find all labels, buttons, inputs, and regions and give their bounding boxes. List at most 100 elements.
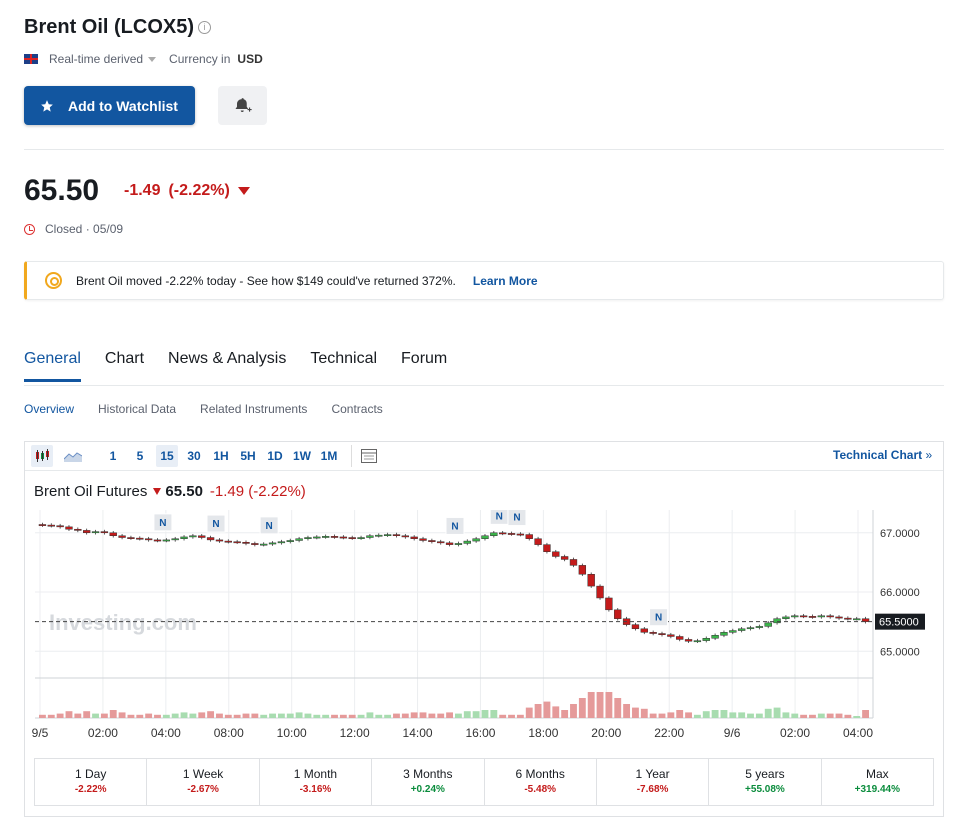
candle-body [658,633,666,635]
performance-cell[interactable]: 3 Months +0.24% [372,759,485,805]
news-marker: N [153,513,173,532]
performance-value: +319.44% [854,784,900,795]
candle-body [251,543,259,545]
volume-bar [773,707,781,718]
x-tick-label: 02:00 [88,726,118,740]
volume-bar [127,714,135,718]
interval-1m[interactable]: 1M [320,449,338,463]
toolbar-separator [351,445,352,467]
candle-body [729,630,737,633]
interval-5[interactable]: 5 [136,449,144,463]
candlestick-icon[interactable] [31,445,53,467]
volume-bar [277,713,285,718]
performance-period: 1 Month [293,767,338,781]
learn-more-link[interactable]: Learn More [472,273,538,288]
last-price-tag [875,613,925,630]
news-marker-box [507,510,527,527]
candle-body [481,535,489,539]
volume-bar [47,714,55,718]
volume-bar [516,714,524,718]
performance-cell[interactable]: 6 Months -5.48% [485,759,597,805]
candle-body [304,537,312,539]
volume-bar [83,711,91,718]
chart-title: Brent Oil Futures 65.50 -1.49 (-2.22%) [34,483,306,500]
candle-body [534,538,542,545]
candle-body [348,537,356,539]
volume-bar [224,714,232,718]
performance-cell[interactable]: 1 Week -2.67% [147,759,260,805]
candle-body [764,622,772,627]
target-icon [45,272,62,289]
tab-news-analysis[interactable]: News & Analysis [168,350,287,367]
volume-bar [614,698,622,718]
performance-cell[interactable]: Max +319.44% [822,759,933,805]
promo-banner: Brent Oil moved -2.22% today - See how $… [24,261,944,300]
x-tick-label: 9/5 [32,726,49,740]
candle-body [171,538,179,541]
subtab-overview[interactable]: Overview [24,402,75,416]
candle-body [791,615,799,618]
create-alert-button[interactable] [218,86,267,125]
technical-chart-link[interactable]: Technical Chart » [833,448,932,462]
down-arrow-icon [153,488,162,495]
candle-body [746,627,755,630]
candle-body [516,533,525,536]
candle-body [215,539,224,542]
candle-body [737,628,746,631]
candle-body [428,540,436,542]
performance-cell[interactable]: 1 Day -2.22% [35,759,148,805]
price-chart[interactable]: Investing.com 65.5000 N N N NN NN 67.000066.… [25,510,943,750]
star-icon [41,99,53,112]
volume-bar [632,707,639,718]
subtab-historical-data[interactable]: Historical Data [98,402,177,416]
subtab-related-instruments[interactable]: Related Instruments [200,402,308,416]
tab-general[interactable]: General [24,350,81,382]
tab-technical[interactable]: Technical [310,350,378,367]
volume-bar [428,713,436,718]
add-to-watchlist-button[interactable]: Add to Watchlist [24,86,195,125]
volume-bar [862,710,869,718]
candle-body [835,616,843,619]
promo-text: Brent Oil moved -2.22% today - See how $… [76,273,456,288]
candle-body [799,615,808,618]
volume-bar [286,713,294,718]
instrument-title: Brent Oil (LCOX5) [24,16,195,38]
volume-bar [437,713,445,718]
candle-body [560,556,569,560]
volume-bar [180,712,188,718]
volume-bar [853,716,861,718]
candle-body [295,538,303,541]
interval-30[interactable]: 30 [187,449,201,463]
y-tick-label: 66.0000 [880,587,920,599]
performance-cell[interactable]: 5 years +55.08% [709,759,822,805]
volume-bar [623,704,631,718]
performance-cell[interactable]: 1 Year -7.68% [597,759,710,805]
interval-1w[interactable]: 1W [293,449,311,463]
candle-body [127,537,135,539]
interval-1h[interactable]: 1H [213,449,229,463]
info-icon[interactable]: i [198,21,211,34]
volume-bar [145,713,153,718]
chevron-down-icon[interactable] [148,56,157,62]
candle-body [366,535,374,538]
area-chart-icon[interactable] [62,445,84,467]
table-view-icon[interactable] [358,445,380,467]
interval-15[interactable]: 15 [156,445,178,467]
interval-1d[interactable]: 1D [267,449,283,463]
candle-body [676,636,684,640]
volume-bar [322,714,330,718]
subtab-contracts[interactable]: Contracts [331,402,383,416]
volume-bar [738,712,746,718]
volume-bar [118,712,126,718]
volume-bar [65,711,73,718]
data-source-label[interactable]: Real-time derived [49,52,144,66]
tab-chart[interactable]: Chart [104,350,145,367]
news-marker-box [206,514,226,533]
tab-forum[interactable]: Forum [401,350,448,367]
interval-5h[interactable]: 5H [240,449,256,463]
interval-1[interactable]: 1 [109,449,117,463]
volume-bar [587,692,595,718]
candle-body [401,535,409,538]
candle-body [74,528,82,531]
performance-cell[interactable]: 1 Month -3.16% [260,759,373,805]
